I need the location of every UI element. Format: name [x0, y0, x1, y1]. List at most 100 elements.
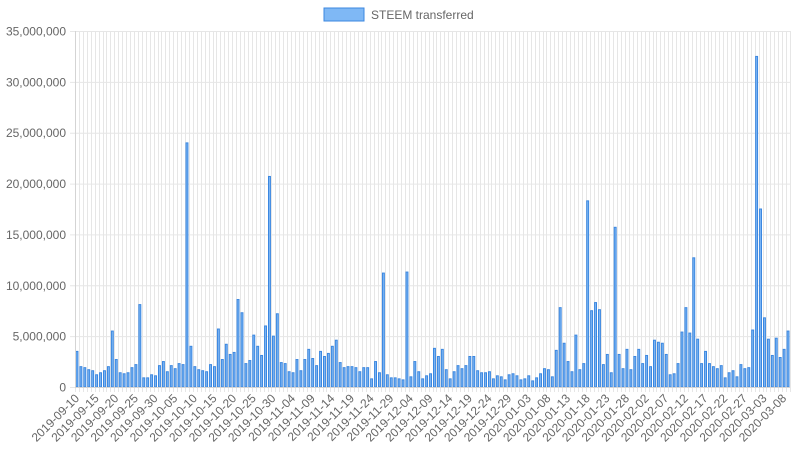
- bar: [126, 372, 130, 388]
- bar: [346, 366, 350, 388]
- bar: [244, 363, 248, 388]
- bar: [209, 364, 213, 388]
- bar: [197, 369, 201, 388]
- bar: [613, 226, 617, 388]
- bar: [554, 349, 558, 388]
- bar: [405, 271, 409, 388]
- bar: [723, 377, 727, 388]
- bar: [499, 376, 503, 388]
- bar: [417, 371, 421, 388]
- y-tick-label: 15,000,000: [6, 228, 66, 242]
- bar: [484, 372, 488, 388]
- bar: [727, 372, 731, 388]
- bar: [87, 369, 91, 388]
- bar: [633, 355, 637, 388]
- bar: [95, 374, 99, 388]
- bar: [649, 366, 653, 388]
- bar: [338, 362, 342, 388]
- bar: [755, 55, 759, 388]
- bar: [362, 367, 366, 388]
- bar: [350, 366, 354, 388]
- bar: [562, 342, 566, 388]
- bar: [507, 374, 511, 388]
- bar: [323, 355, 326, 388]
- bar: [295, 359, 299, 388]
- bar: [609, 372, 613, 388]
- bar: [641, 363, 645, 388]
- grid-lines: [70, 31, 791, 392]
- bar: [629, 369, 633, 388]
- bar: [378, 372, 381, 388]
- bar: [374, 361, 378, 388]
- y-tick-label: 35,000,000: [6, 25, 66, 39]
- bar: [154, 375, 158, 388]
- bar: [488, 371, 491, 388]
- bar: [91, 370, 95, 388]
- bar: [315, 365, 319, 388]
- y-tick-label: 25,000,000: [6, 126, 66, 140]
- bar: [460, 368, 464, 388]
- bar: [205, 371, 209, 388]
- bar: [456, 365, 460, 388]
- bar: [177, 363, 181, 388]
- bar: [621, 368, 625, 388]
- bar: [480, 372, 484, 388]
- bar: [409, 376, 413, 388]
- bar: [83, 367, 87, 388]
- bar: [531, 380, 535, 388]
- bar: [248, 360, 252, 388]
- bar: [220, 359, 224, 388]
- y-tick-label: 10,000,000: [6, 279, 66, 293]
- bar: [715, 368, 719, 388]
- bar: [491, 378, 495, 388]
- bar: [326, 352, 330, 388]
- bar: [617, 353, 621, 388]
- bar: [161, 361, 165, 388]
- bar: [570, 371, 574, 388]
- bar: [448, 378, 452, 388]
- bar: [193, 366, 197, 388]
- bar: [433, 347, 436, 388]
- bar: [656, 341, 660, 388]
- bar: [735, 376, 739, 388]
- bar: [476, 370, 480, 388]
- bar: [389, 377, 393, 388]
- bar: [778, 357, 782, 388]
- bar: [692, 257, 696, 388]
- bar: [307, 348, 311, 388]
- bar: [429, 373, 433, 388]
- bar: [150, 374, 154, 388]
- bar: [637, 348, 641, 388]
- bar: [366, 367, 370, 388]
- bar: [523, 378, 527, 388]
- bar: [189, 345, 193, 388]
- bar: [213, 366, 216, 388]
- bar: [519, 379, 523, 388]
- legend[interactable]: STEEM transferred: [323, 7, 474, 22]
- bar: [330, 345, 334, 388]
- bar: [299, 370, 303, 388]
- legend-label: STEEM transferred: [371, 8, 474, 22]
- bar: [495, 375, 499, 388]
- bar: [574, 334, 578, 388]
- bar: [786, 330, 790, 388]
- bar: [708, 363, 711, 388]
- bar: [268, 175, 271, 388]
- bar: [747, 367, 751, 388]
- bar: [311, 358, 315, 388]
- bar: [759, 208, 763, 388]
- bar: [114, 359, 118, 388]
- bar: [240, 312, 244, 388]
- bar: [464, 365, 468, 388]
- bar: [279, 362, 283, 388]
- bar: [645, 354, 649, 388]
- bar: [381, 272, 385, 388]
- bar: [515, 375, 519, 388]
- bar: [421, 378, 425, 388]
- bar: [676, 363, 680, 388]
- bar: [169, 365, 173, 388]
- bar: [751, 329, 755, 388]
- bar: [185, 142, 189, 388]
- bar: [283, 363, 287, 388]
- bar: [605, 353, 609, 388]
